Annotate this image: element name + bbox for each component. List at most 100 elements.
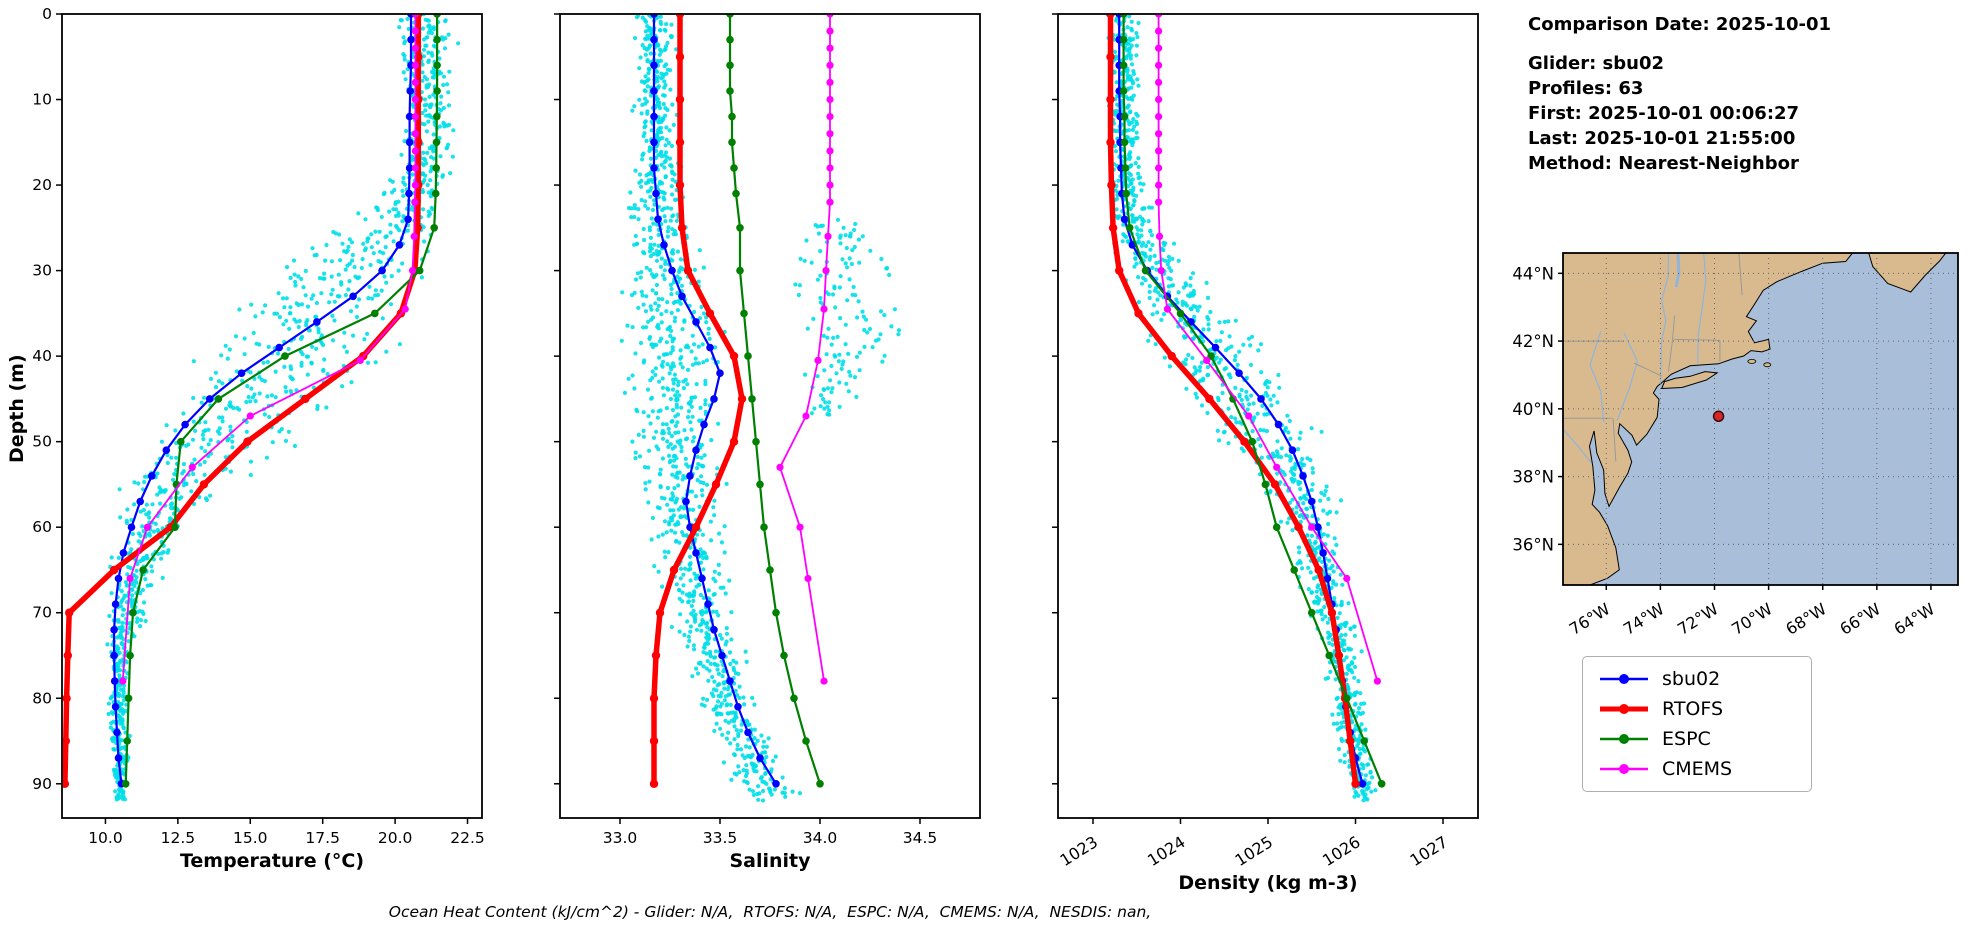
scatter-point (410, 204, 415, 209)
ESPC-marker (756, 480, 764, 489)
scatter-point (1239, 397, 1244, 403)
scatter-point (686, 345, 691, 350)
scatter-point (1245, 407, 1250, 412)
scatter-point (337, 232, 342, 237)
scatter-point (1301, 462, 1307, 467)
scatter-point (336, 272, 341, 277)
scatter-point (1300, 566, 1305, 571)
scatter-point (1127, 49, 1132, 55)
scatter-point (678, 612, 683, 617)
scatter-point (299, 360, 304, 365)
scatter-point (670, 339, 675, 344)
legend-marker (1619, 674, 1629, 684)
scatter-point (685, 644, 690, 649)
scatter-point (638, 275, 643, 280)
scatter-point (744, 763, 749, 768)
scatter-point (1200, 378, 1205, 383)
ESPC-marker (1122, 189, 1130, 198)
scatter-point (253, 314, 258, 319)
scatter-point (362, 337, 367, 342)
scatter-point (663, 555, 668, 560)
scatter-point (1134, 53, 1139, 58)
scatter-point (782, 786, 788, 791)
sbu02-marker (1211, 343, 1220, 352)
scatter-point (1352, 655, 1357, 660)
CMEMS-marker (1273, 463, 1281, 471)
scatter-point (181, 483, 186, 488)
scatter-point (734, 728, 739, 733)
ESPC-marker (177, 437, 185, 446)
scatter-point (177, 496, 182, 501)
scatter-point (681, 533, 686, 538)
ESPC-marker (1121, 164, 1130, 172)
scatter-point (219, 353, 224, 358)
scatter-point (708, 519, 714, 524)
scatter-point (123, 580, 128, 585)
scatter-point (316, 330, 321, 335)
scatter-point (633, 233, 638, 239)
scatter-point (378, 260, 383, 265)
scatter-point (109, 736, 114, 742)
scatter-point (654, 133, 659, 138)
scatter-point (843, 342, 848, 347)
scatter-point (1134, 261, 1139, 266)
scatter-point (1134, 216, 1140, 222)
scatter-point (699, 488, 705, 493)
scatter-point (309, 360, 314, 365)
scatter-point (657, 379, 662, 384)
scatter-point (248, 459, 254, 464)
scatter-point (679, 449, 684, 454)
RTOFS-marker (711, 480, 721, 489)
scatter-point (141, 600, 147, 605)
scatter-point (316, 327, 321, 332)
RTOFS-marker (413, 223, 422, 232)
scatter-point (654, 258, 660, 263)
scatter-point (1304, 506, 1309, 511)
scatter-point (723, 718, 728, 723)
scatter-point (639, 184, 644, 189)
scatter-point (1113, 149, 1119, 154)
scatter-point (681, 506, 687, 511)
scatter-point (145, 556, 150, 561)
scatter-point (687, 638, 692, 644)
ESPC-marker (433, 112, 441, 121)
CMEMS-marker (1155, 198, 1163, 206)
scatter-point (1134, 193, 1139, 198)
scatter-point (1223, 348, 1229, 353)
scatter-point (713, 655, 718, 660)
scatter-point (686, 464, 691, 469)
scatter-point (658, 467, 663, 472)
scatter-point (825, 335, 830, 340)
scatter-point (690, 507, 696, 512)
scatter-point (636, 207, 641, 212)
ESPC-marker (171, 523, 179, 531)
scatter-point (831, 335, 836, 340)
scatter-point (1338, 498, 1344, 503)
scatter-point (642, 465, 648, 470)
scatter-point (829, 363, 834, 369)
legend-line-sample (1600, 704, 1648, 714)
ESPC-marker (732, 189, 740, 198)
scatter-point (850, 292, 855, 297)
scatter-point (670, 472, 675, 477)
CMEMS-marker (1155, 44, 1163, 52)
scatter-point (642, 120, 648, 125)
scatter-point (288, 275, 293, 280)
scatter-point (860, 309, 865, 314)
CMEMS-marker (826, 181, 834, 189)
scatter-point (443, 18, 448, 23)
scatter-point (716, 693, 721, 699)
axes-frame (559, 13, 981, 819)
scatter-point (1246, 336, 1252, 341)
scatter-point (686, 634, 692, 639)
scatter-point (847, 256, 852, 261)
scatter-point (691, 598, 696, 604)
RTOFS-marker (675, 95, 685, 104)
scatter-point (717, 531, 722, 536)
scatter-point (691, 608, 696, 614)
scatter-point (146, 511, 151, 516)
island (1747, 359, 1757, 364)
scatter-point (1239, 387, 1244, 393)
scatter-point (670, 387, 676, 392)
scatter-point (659, 162, 664, 167)
